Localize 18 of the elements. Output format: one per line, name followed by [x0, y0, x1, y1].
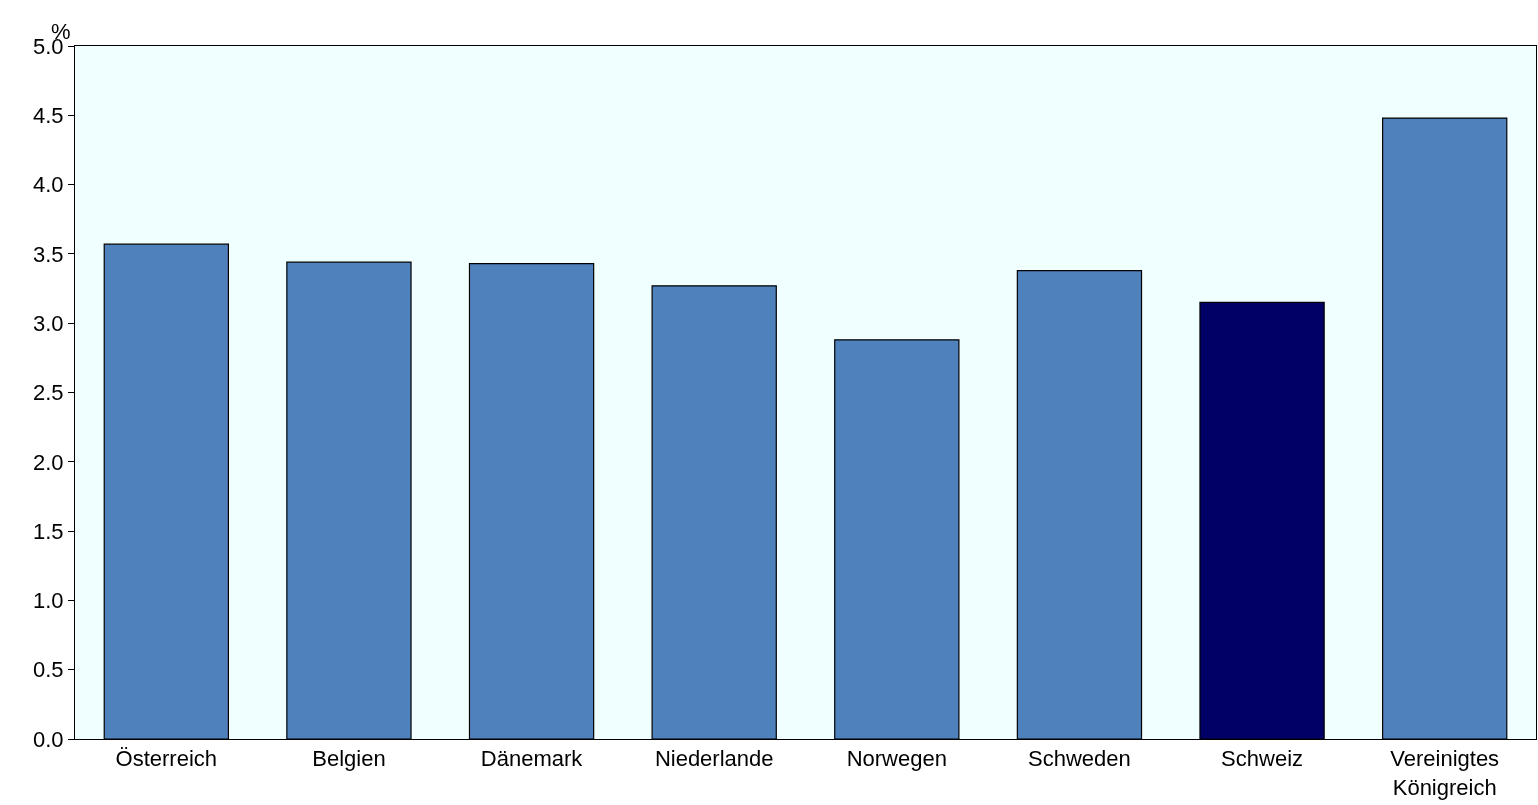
y-tick-label: 1.0: [33, 588, 64, 614]
x-tick-label: Dänemark: [480, 746, 584, 772]
y-tick-label: 3.5: [33, 241, 64, 267]
y-tick-label: 4.0: [33, 172, 64, 198]
x-tick-label: Vereinigtes Königreich: [1390, 746, 1500, 800]
x-tick-label: Österreich: [115, 746, 218, 772]
y-tick-label: 1.5: [33, 518, 64, 544]
y-tick-label: 0.0: [33, 726, 64, 752]
x-tick-label: Niederlande: [654, 746, 774, 772]
x-tick-label: Schweiz: [1221, 746, 1304, 772]
x-tick-label: Schweden: [1028, 746, 1131, 772]
y-tick-label: 2.5: [33, 380, 64, 406]
y-tick-label: 0.5: [33, 657, 64, 683]
x-tick-label: Norwegen: [846, 746, 947, 772]
y-tick-label: 3.0: [33, 310, 64, 336]
x-tick-label: Belgien: [312, 746, 386, 772]
y-tick-label: 4.5: [33, 103, 64, 128]
y-tick-label: 2.0: [33, 449, 64, 475]
